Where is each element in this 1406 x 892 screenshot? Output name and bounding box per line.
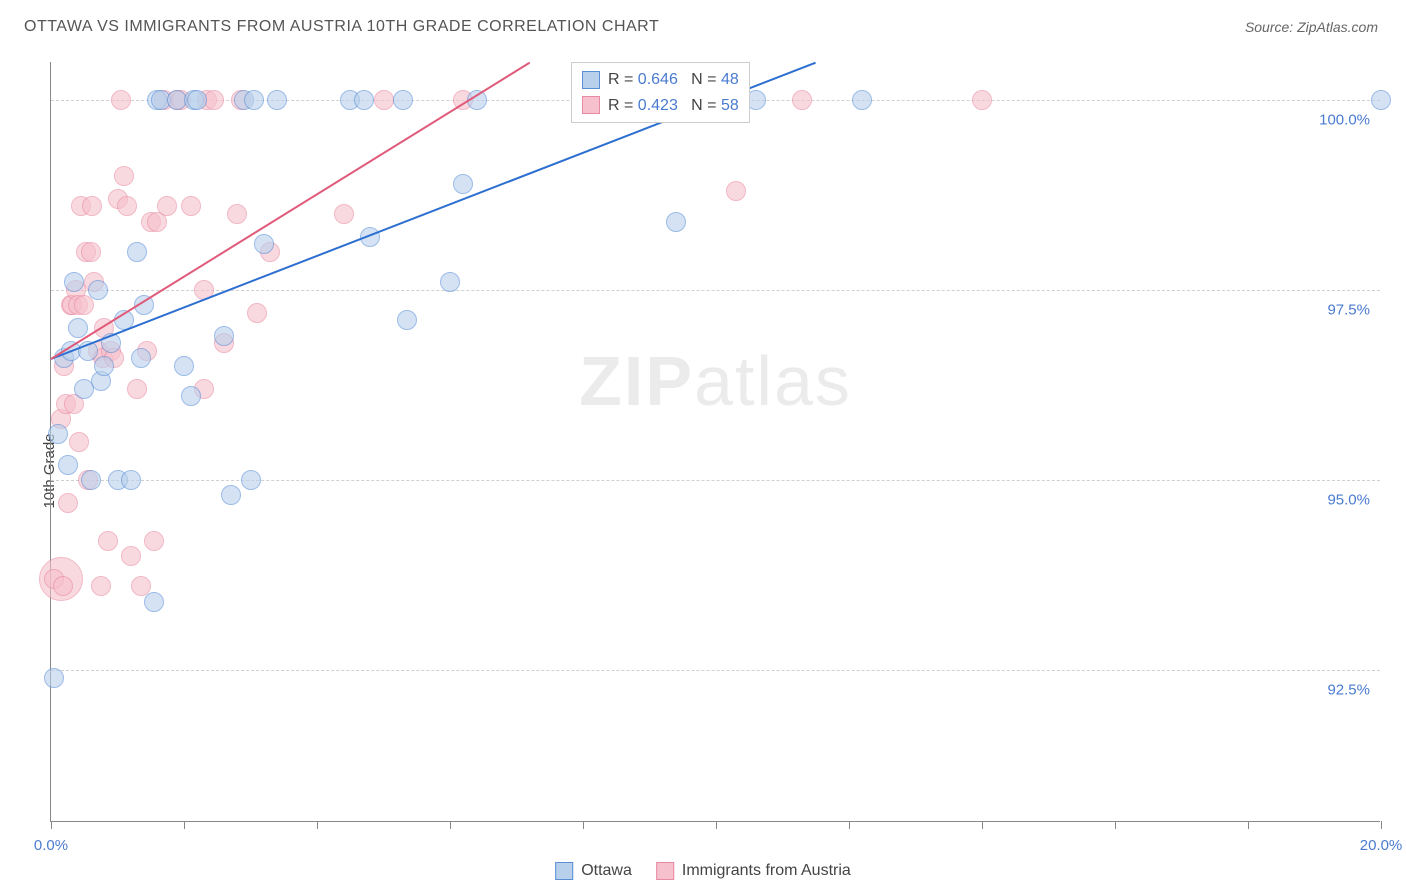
scatter-point bbox=[726, 181, 746, 201]
gridline bbox=[51, 670, 1380, 671]
x-tick bbox=[849, 821, 850, 829]
scatter-point bbox=[64, 272, 84, 292]
scatter-point bbox=[174, 356, 194, 376]
legend-item: Ottawa bbox=[555, 862, 632, 880]
scatter-point bbox=[244, 90, 264, 110]
x-tick bbox=[450, 821, 451, 829]
scatter-point bbox=[247, 303, 267, 323]
scatter-point bbox=[144, 531, 164, 551]
gridline bbox=[51, 290, 1380, 291]
scatter-point bbox=[58, 493, 78, 513]
x-tick-label: 20.0% bbox=[1360, 837, 1403, 854]
scatter-point bbox=[221, 485, 241, 505]
scatter-point bbox=[58, 455, 78, 475]
watermark-zip: ZIP bbox=[579, 342, 694, 420]
x-tick bbox=[317, 821, 318, 829]
scatter-point bbox=[666, 212, 686, 232]
scatter-point bbox=[69, 432, 89, 452]
legend-stat-text: R = 0.423 N = 58 bbox=[608, 93, 739, 119]
scatter-point bbox=[241, 470, 261, 490]
scatter-point bbox=[53, 576, 73, 596]
scatter-point bbox=[852, 90, 872, 110]
y-tick-label: 97.5% bbox=[1327, 302, 1370, 319]
scatter-point bbox=[82, 196, 102, 216]
scatter-point bbox=[117, 196, 137, 216]
scatter-point bbox=[114, 166, 134, 186]
scatter-point bbox=[88, 280, 108, 300]
scatter-point bbox=[94, 356, 114, 376]
legend-stats-row: R = 0.423 N = 58 bbox=[582, 93, 739, 119]
legend-swatch bbox=[656, 862, 674, 880]
x-tick bbox=[1248, 821, 1249, 829]
scatter-point bbox=[121, 470, 141, 490]
y-tick-label: 92.5% bbox=[1327, 682, 1370, 699]
scatter-point bbox=[81, 242, 101, 262]
scatter-point bbox=[214, 326, 234, 346]
scatter-point bbox=[187, 90, 207, 110]
legend-stat-text: R = 0.646 N = 48 bbox=[608, 67, 739, 93]
x-tick bbox=[583, 821, 584, 829]
x-tick bbox=[51, 821, 52, 829]
scatter-point bbox=[127, 379, 147, 399]
scatter-point bbox=[254, 234, 274, 254]
legend-swatch bbox=[582, 71, 600, 89]
scatter-point bbox=[121, 546, 141, 566]
scatter-point bbox=[267, 90, 287, 110]
legend-stats: R = 0.646 N = 48R = 0.423 N = 58 bbox=[571, 62, 750, 123]
scatter-point bbox=[972, 90, 992, 110]
scatter-point bbox=[393, 90, 413, 110]
scatter-point bbox=[111, 90, 131, 110]
x-tick bbox=[1115, 821, 1116, 829]
watermark-atlas: atlas bbox=[694, 342, 852, 420]
scatter-point bbox=[354, 90, 374, 110]
scatter-point bbox=[144, 592, 164, 612]
scatter-point bbox=[127, 242, 147, 262]
scatter-point bbox=[792, 90, 812, 110]
scatter-point bbox=[181, 196, 201, 216]
legend-item: Immigrants from Austria bbox=[656, 862, 851, 880]
scatter-point bbox=[1371, 90, 1391, 110]
x-tick bbox=[1381, 821, 1382, 829]
scatter-point bbox=[227, 204, 247, 224]
scatter-point bbox=[131, 348, 151, 368]
scatter-point bbox=[397, 310, 417, 330]
legend-stats-row: R = 0.646 N = 48 bbox=[582, 67, 739, 93]
scatter-point bbox=[98, 531, 118, 551]
scatter-point bbox=[440, 272, 460, 292]
legend-bottom: Ottawa Immigrants from Austria bbox=[555, 862, 851, 880]
chart-source: Source: ZipAtlas.com bbox=[1245, 19, 1378, 35]
legend-swatch bbox=[555, 862, 573, 880]
plot-region: ZIPatlas 92.5%95.0%97.5%100.0%0.0%20.0%R… bbox=[50, 62, 1380, 822]
scatter-point bbox=[81, 470, 101, 490]
legend-label: Immigrants from Austria bbox=[682, 862, 851, 880]
scatter-point bbox=[453, 174, 473, 194]
scatter-point bbox=[68, 318, 88, 338]
scatter-point bbox=[374, 90, 394, 110]
legend-swatch bbox=[582, 96, 600, 114]
x-tick bbox=[184, 821, 185, 829]
scatter-point bbox=[44, 668, 64, 688]
chart-area: 10th Grade ZIPatlas 92.5%95.0%97.5%100.0… bbox=[0, 50, 1406, 892]
chart-title: OTTAWA VS IMMIGRANTS FROM AUSTRIA 10TH G… bbox=[24, 18, 659, 36]
scatter-point bbox=[181, 386, 201, 406]
scatter-point bbox=[91, 576, 111, 596]
chart-header: OTTAWA VS IMMIGRANTS FROM AUSTRIA 10TH G… bbox=[0, 0, 1406, 46]
scatter-point bbox=[157, 196, 177, 216]
watermark: ZIPatlas bbox=[579, 341, 852, 421]
x-tick bbox=[716, 821, 717, 829]
scatter-point bbox=[334, 204, 354, 224]
scatter-point bbox=[48, 424, 68, 444]
x-tick bbox=[982, 821, 983, 829]
legend-label: Ottawa bbox=[581, 862, 632, 880]
x-tick-label: 0.0% bbox=[34, 837, 68, 854]
y-tick-label: 100.0% bbox=[1319, 112, 1370, 129]
y-tick-label: 95.0% bbox=[1327, 492, 1370, 509]
